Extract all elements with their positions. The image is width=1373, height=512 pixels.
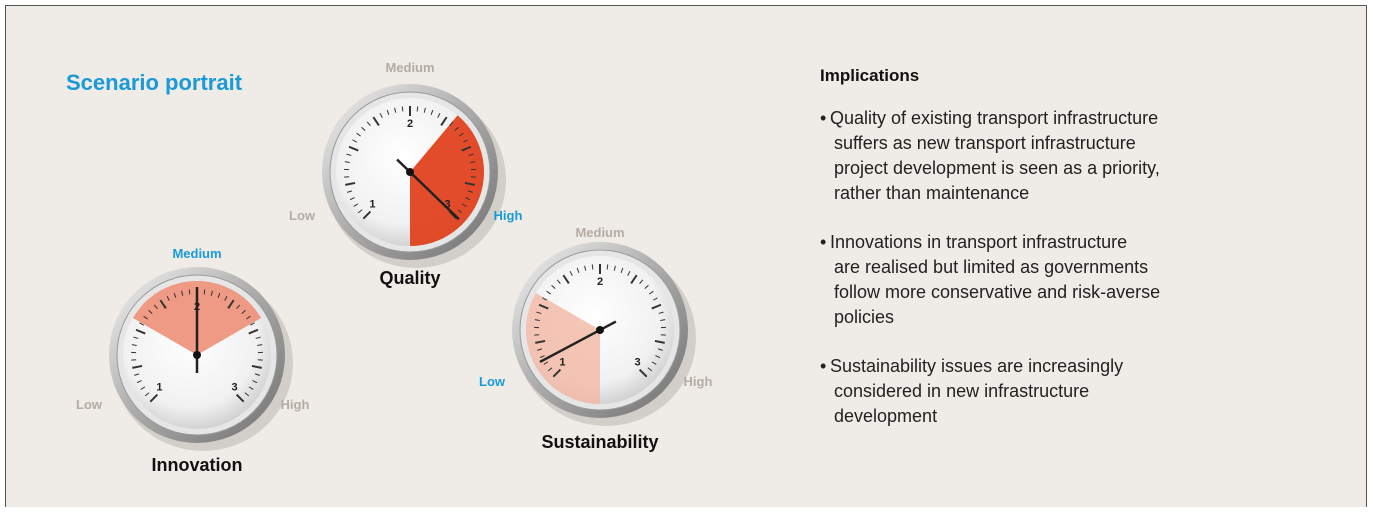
bullet-dot: • (820, 108, 826, 128)
bullet-line: suffers as new transport infrastructure (834, 133, 1136, 153)
bullet-line: project development is seen as a priorit… (834, 158, 1160, 178)
level-label: Low (289, 208, 316, 223)
gauge-name: Sustainability (541, 432, 658, 452)
page: Scenario portrait Implications 1 2 3 Low Med… (0, 0, 1373, 512)
bullet-line: policies (834, 307, 894, 327)
title: Scenario portrait (66, 70, 243, 95)
gauge-tick (607, 264, 608, 269)
gauge-tick (189, 289, 190, 294)
bullet-line: considered in new infrastructure (834, 381, 1089, 401)
level-label: Medium (172, 246, 221, 261)
diagram: Scenario portrait Implications 1 2 3 Low Med… (0, 0, 1373, 507)
gauge-tick (417, 106, 418, 111)
gauge-tick (402, 106, 403, 111)
level-label: High (494, 208, 523, 223)
dial-number: 3 (231, 381, 237, 393)
implications-heading: Implications (820, 66, 919, 85)
level-label: Low (76, 397, 103, 412)
bullet-line: Quality of existing transport infrastruc… (830, 108, 1158, 128)
level-label: High (281, 397, 310, 412)
level-label: Medium (385, 60, 434, 75)
bullet-line: Sustainability issues are increasingly (830, 356, 1123, 376)
gauge-tick (204, 289, 205, 294)
bullet-line: rather than maintenance (834, 183, 1029, 203)
level-label: Medium (575, 225, 624, 240)
dial-number: 3 (634, 356, 640, 368)
gauge-tick (592, 264, 593, 269)
gauge-hub (406, 168, 414, 176)
dial-number: 2 (597, 276, 603, 288)
bullet-dot: • (820, 232, 826, 252)
bullet-line: follow more conservative and risk-averse (834, 282, 1160, 302)
dial-number: 1 (156, 381, 162, 393)
gauge-hub (193, 351, 201, 359)
gauge-name: Innovation (152, 455, 243, 475)
bullet-line: development (834, 406, 937, 426)
level-label: High (684, 374, 713, 389)
dial-number: 1 (369, 198, 375, 210)
bullet-line: Innovations in transport infrastructure (830, 232, 1127, 252)
dial-number: 1 (559, 356, 565, 368)
bullet-dot: • (820, 356, 826, 376)
gauge-hub (596, 326, 604, 334)
gauge-name: Quality (379, 268, 440, 288)
dial-number: 2 (407, 118, 413, 130)
level-label: Low (479, 374, 506, 389)
bullet-line: are realised but limited as governments (834, 257, 1148, 277)
